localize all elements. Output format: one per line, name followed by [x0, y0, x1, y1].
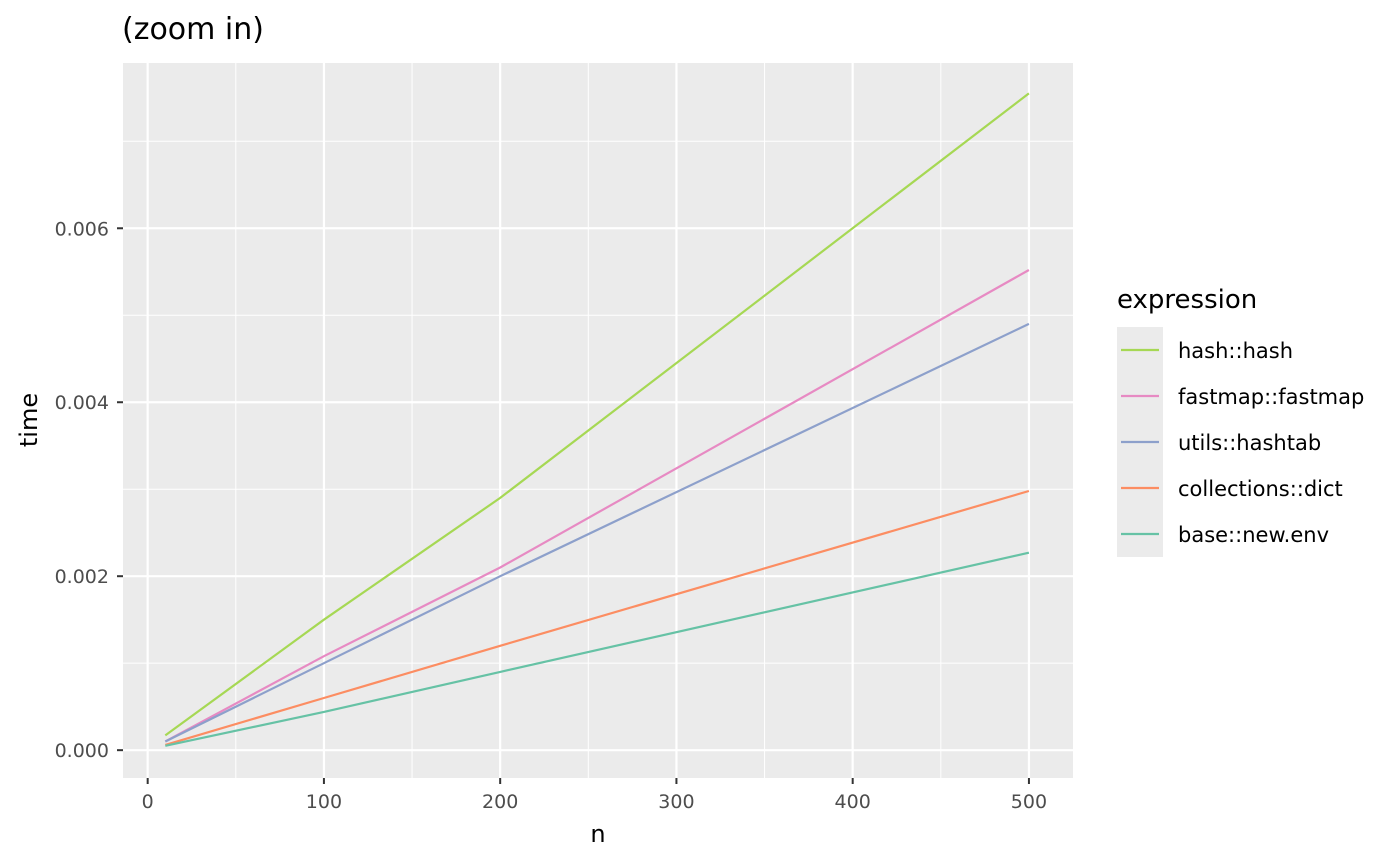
x-axis: 0 100 200 300 400 500: [142, 778, 1047, 813]
legend: expression hash::hashfastmap::fastmaputi…: [1117, 285, 1364, 557]
y-tick-label: 0.004: [55, 392, 109, 414]
x-tick-label: 100: [306, 791, 342, 813]
series-lines: [164, 92, 1030, 747]
series-line: [164, 92, 1030, 737]
series-line: [164, 269, 1030, 743]
series-line: [165, 551, 1030, 747]
y-tick-label: 0.002: [55, 566, 109, 588]
plot-panel: [123, 63, 1073, 778]
legend-label: collections::dict: [1178, 477, 1343, 501]
legend-label: utils::hashtab: [1178, 431, 1321, 455]
legend-title: expression: [1117, 285, 1257, 315]
series-line: [164, 322, 1030, 743]
series-line: [164, 489, 1030, 746]
x-tick-label: 200: [482, 791, 518, 813]
y-tick-label: 0.006: [55, 218, 109, 240]
x-axis-title: n: [590, 820, 605, 848]
chart-title: (zoom in): [122, 12, 264, 47]
legend-label: fastmap::fastmap: [1178, 385, 1364, 409]
x-tick-label: 500: [1011, 791, 1047, 813]
legend-label: hash::hash: [1178, 339, 1293, 363]
legend-label: base::new.env: [1178, 523, 1329, 547]
x-tick-label: 0: [142, 791, 154, 813]
major-grid: [123, 63, 1073, 778]
x-tick-label: 400: [835, 791, 871, 813]
y-axis: 0.000 0.002 0.004 0.006: [55, 218, 123, 762]
y-axis-title: time: [15, 393, 43, 447]
minor-grid: [123, 63, 1073, 778]
x-tick-label: 300: [658, 791, 694, 813]
y-tick-label: 0.000: [55, 740, 109, 762]
